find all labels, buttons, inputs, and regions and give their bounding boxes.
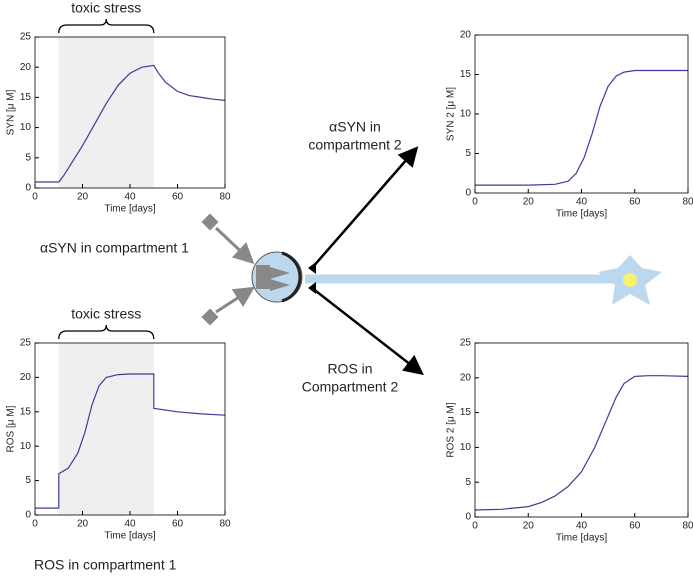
series-line xyxy=(474,375,689,511)
label: ROS in xyxy=(327,361,372,377)
x-axis-label: Time [days] xyxy=(104,531,156,542)
x-tick-label: 40 xyxy=(124,519,136,530)
y-tick-label: 10 xyxy=(460,442,472,453)
y-tick-label: 10 xyxy=(20,122,32,133)
input-arrow xyxy=(215,286,256,314)
series-line xyxy=(35,373,226,509)
x-tick-label: 20 xyxy=(77,519,89,530)
y-tick-label: 10 xyxy=(460,109,472,120)
label: compartment 2 xyxy=(308,137,402,153)
label: ROS in compartment 1 xyxy=(34,557,177,573)
x-tick-label: 80 xyxy=(682,197,693,208)
nucleus xyxy=(623,273,637,287)
diagram: αSYN in compartment 1 ROS in compartment… xyxy=(34,119,662,573)
x-tick-label: 60 xyxy=(629,521,641,532)
plot-area xyxy=(475,343,688,517)
y-tick-label: 0 xyxy=(25,183,31,194)
stress-shade xyxy=(58,37,154,188)
input-arrow xyxy=(214,226,255,265)
y-tick-label: 20 xyxy=(20,372,32,383)
x-tick-label: 60 xyxy=(172,192,184,203)
y-tick-label: 0 xyxy=(465,512,471,523)
y-tick-label: 5 xyxy=(25,475,31,486)
frame xyxy=(34,342,226,516)
y-axis-label: SYN 2 [μ M] xyxy=(446,87,457,141)
y-tick-label: 20 xyxy=(460,30,472,41)
chart: 0 5 10 15 20 0 20 40 60 80 Time [days] SYN 2 [μ M] xyxy=(446,30,693,220)
x-axis-label: Time [days] xyxy=(556,209,608,220)
y-tick-label: 10 xyxy=(20,441,32,452)
vesicle-block xyxy=(256,265,270,289)
x-tick-label: 40 xyxy=(124,192,136,203)
y-tick-label: 0 xyxy=(465,188,471,199)
x-axis-label: Time [days] xyxy=(556,533,608,544)
label: αSYN in compartment 1 xyxy=(40,240,189,256)
brace xyxy=(58,18,155,34)
terminal xyxy=(308,262,316,294)
chart: toxic stress 0 5 10 15 20 25 0 20 40 60 80 Time [day… xyxy=(6,0,231,215)
molecule xyxy=(201,308,219,326)
y-tick-label: 25 xyxy=(460,338,472,349)
series-line xyxy=(35,64,226,183)
y-axis-label: ROS 2 [μ M] xyxy=(446,402,457,457)
x-tick-label: 0 xyxy=(472,521,478,532)
x-tick-label: 0 xyxy=(32,192,38,203)
x-tick-label: 20 xyxy=(523,521,535,532)
output-arrow xyxy=(311,287,424,376)
chart: toxic stress 0 5 10 15 20 25 0 20 40 60 80 Time [day… xyxy=(6,306,231,542)
receptor xyxy=(270,267,290,291)
stress-shade xyxy=(58,343,154,515)
x-tick-label: 80 xyxy=(219,192,231,203)
y-tick-label: 20 xyxy=(20,62,32,73)
brace xyxy=(58,324,155,340)
y-tick-label: 20 xyxy=(460,372,472,383)
y-axis-label: ROS [μ M] xyxy=(6,405,17,452)
label: Compartment 2 xyxy=(302,379,399,395)
x-tick-label: 20 xyxy=(77,192,89,203)
frame xyxy=(474,34,689,194)
annotation: toxic stress xyxy=(71,0,141,16)
x-tick-label: 0 xyxy=(472,197,478,208)
x-tick-label: 20 xyxy=(523,197,535,208)
y-tick-label: 15 xyxy=(20,406,32,417)
chart: 0 5 10 15 20 25 0 20 40 60 80 Time [days] ROS 2 [μ M… xyxy=(446,338,693,544)
y-tick-label: 25 xyxy=(20,338,32,349)
x-tick-label: 60 xyxy=(629,197,641,208)
x-tick-label: 60 xyxy=(172,519,184,530)
frame xyxy=(34,36,226,189)
frame xyxy=(474,342,689,518)
series-line xyxy=(475,69,688,186)
y-tick-label: 15 xyxy=(460,407,472,418)
annotation: toxic stress xyxy=(71,306,141,322)
synapse xyxy=(251,251,303,303)
plot-area xyxy=(475,35,688,193)
x-tick-label: 40 xyxy=(576,521,588,532)
x-tick-label: 80 xyxy=(682,521,693,532)
x-tick-label: 0 xyxy=(32,519,38,530)
membrane xyxy=(281,251,302,303)
molecule xyxy=(201,213,219,231)
y-tick-label: 15 xyxy=(20,92,32,103)
y-tick-label: 5 xyxy=(465,477,471,488)
output-arrow xyxy=(311,146,419,269)
label: αSYN in xyxy=(329,119,381,135)
y-tick-label: 15 xyxy=(460,69,472,80)
y-tick-label: 0 xyxy=(25,510,31,521)
y-tick-label: 25 xyxy=(20,32,32,43)
x-axis-label: Time [days] xyxy=(104,204,156,215)
y-tick-label: 5 xyxy=(465,148,471,159)
x-tick-label: 80 xyxy=(219,519,231,530)
x-tick-label: 40 xyxy=(576,197,588,208)
y-axis-label: SYN [μ M] xyxy=(6,89,17,135)
y-tick-label: 5 xyxy=(25,152,31,163)
